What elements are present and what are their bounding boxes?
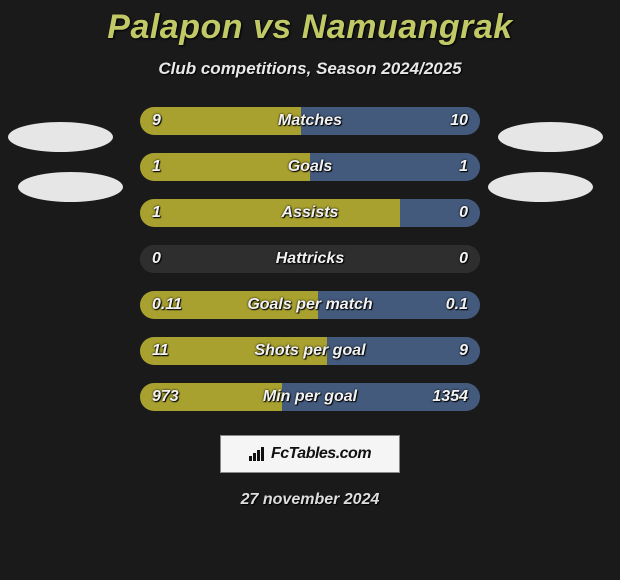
stat-row: 910Matches — [140, 107, 480, 135]
stats-rows: 910Matches 11Goals 10Assists 00Hattricks 0.1… — [0, 107, 620, 411]
decorative-oval — [488, 172, 593, 202]
stat-label: Hattricks — [140, 245, 480, 273]
title-left-player: Palapon — [107, 8, 243, 46]
decorative-oval — [18, 172, 123, 202]
decorative-oval — [8, 122, 113, 152]
stat-label: Assists — [140, 199, 480, 227]
footer-brand-text: FcTables.com — [271, 445, 371, 463]
footer-date: 27 november 2024 — [0, 491, 620, 509]
title-vs: vs — [253, 8, 292, 46]
stat-row: 11Goals — [140, 153, 480, 181]
stat-label: Min per goal — [140, 383, 480, 411]
subtitle: Club competitions, Season 2024/2025 — [0, 59, 620, 79]
bars-icon — [249, 447, 267, 461]
stat-label: Shots per goal — [140, 337, 480, 365]
stat-row: 119Shots per goal — [140, 337, 480, 365]
comparison-title: Palapon vs Namuangrak — [0, 0, 620, 47]
title-right-player: Namuangrak — [302, 8, 513, 46]
stat-label: Goals — [140, 153, 480, 181]
footer-brand-box: FcTables.com — [220, 435, 400, 473]
stat-row: 9731354Min per goal — [140, 383, 480, 411]
stat-label: Goals per match — [140, 291, 480, 319]
decorative-oval — [498, 122, 603, 152]
stat-label: Matches — [140, 107, 480, 135]
stat-row: 00Hattricks — [140, 245, 480, 273]
stat-row: 0.110.1Goals per match — [140, 291, 480, 319]
stat-row: 10Assists — [140, 199, 480, 227]
